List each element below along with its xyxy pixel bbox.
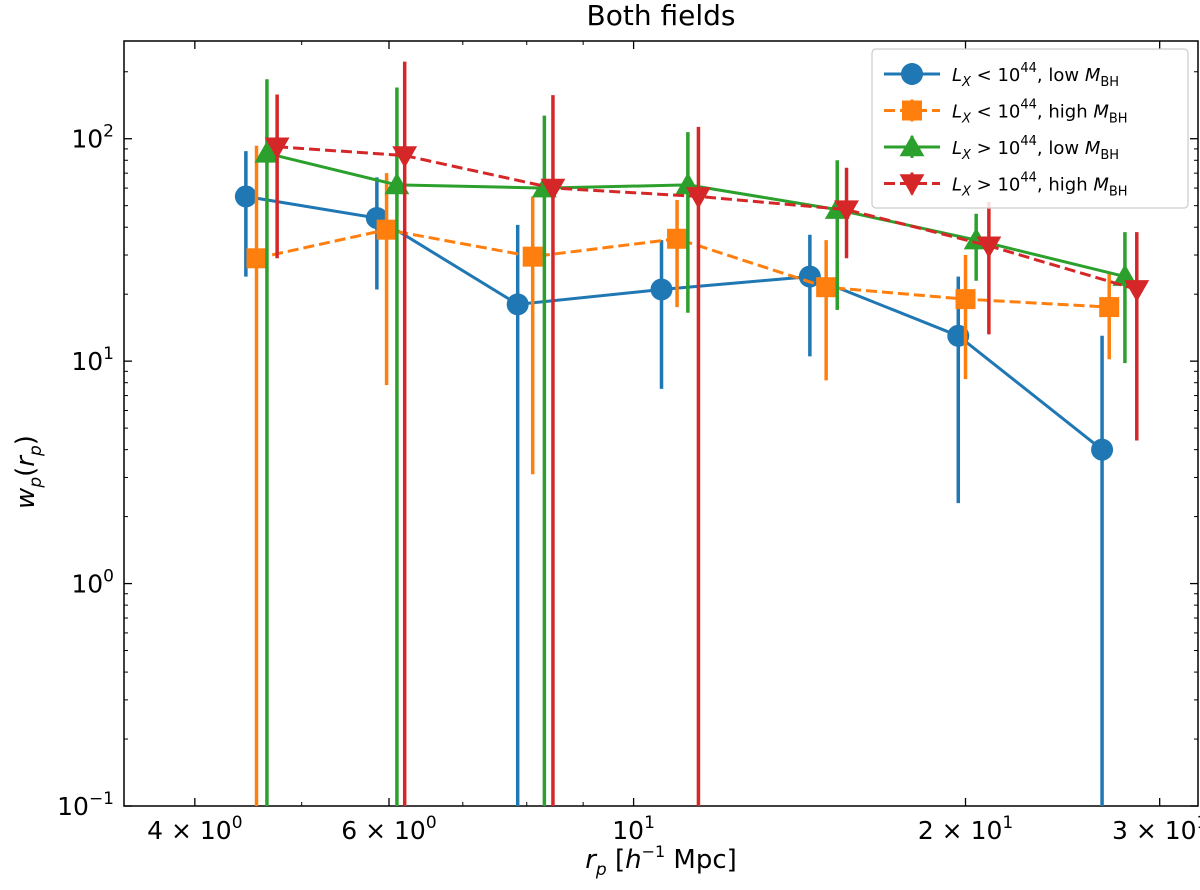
legend-label: LX > 1044, high MBH	[952, 171, 1128, 200]
legend-marker	[899, 134, 925, 157]
y-tick-label: 10−1	[57, 789, 114, 821]
data-point	[976, 236, 1002, 259]
data-point	[816, 277, 837, 298]
svg-text:wp(rp): wp(rp)	[11, 435, 46, 509]
legend-label: LX < 1044, low MBH	[952, 61, 1119, 90]
data-point	[522, 246, 543, 267]
legend-marker	[899, 174, 925, 196]
series-square	[246, 145, 1120, 806]
data-point	[234, 185, 257, 208]
data-point	[246, 248, 267, 269]
data-point	[955, 289, 976, 310]
series-triangle-up	[254, 79, 1138, 806]
data-point	[1099, 297, 1120, 318]
y-axis-label: wp(rp)	[11, 435, 46, 509]
data-point	[798, 265, 821, 288]
data-point	[254, 140, 280, 163]
data-point	[506, 293, 529, 316]
data-point	[1124, 280, 1150, 302]
legend-label: LX < 1044, high MBH	[952, 98, 1128, 127]
x-tick-label: 4 × 100	[147, 813, 242, 845]
x-tick-label: 6 × 100	[341, 813, 436, 845]
x-axis-label: rp [h−1 Mpc]	[585, 842, 737, 880]
data-point	[1091, 438, 1114, 461]
legend-entry: LX < 1044, high MBH	[884, 98, 1128, 127]
y-tick-label: 100	[71, 567, 114, 599]
data-point	[667, 228, 688, 249]
data-point	[540, 178, 566, 201]
x-tick-label: 101	[612, 813, 655, 845]
y-tick-label: 102	[71, 122, 114, 154]
legend-entry: LX > 1044, high MBH	[884, 171, 1128, 200]
data-point	[392, 146, 418, 168]
data-point	[686, 187, 711, 209]
legend-marker	[902, 100, 922, 121]
series-triangle-down	[264, 61, 1150, 806]
y-tick-label: 101	[71, 344, 114, 376]
data-point	[650, 278, 673, 301]
legend-entry: LX > 1044, low MBH	[884, 134, 1119, 163]
legend: LX < 1044, low MBH LX < 1044, high MBH LX …	[871, 48, 1189, 209]
data-point	[834, 200, 859, 223]
data-point	[264, 137, 290, 160]
axes: 4 × 100 6 × 100 101 2 × 101 3 × 101 10−1 100 10…	[57, 40, 1200, 845]
plot-frame	[123, 40, 1199, 807]
legend-marker	[901, 63, 923, 85]
legend-label: LX > 1044, low MBH	[952, 134, 1119, 163]
svg-text:rp [h−1 Mpc]: rp [h−1 Mpc]	[585, 842, 737, 880]
x-tick-label: 3 × 101	[1112, 813, 1200, 845]
legend-entry: LX < 1044, low MBH	[884, 61, 1119, 90]
x-tick-label: 2 × 101	[918, 813, 1013, 845]
data-point	[376, 219, 397, 240]
legend-box	[871, 48, 1189, 209]
chart-title: Both fields	[587, 0, 736, 32]
series-layer	[234, 61, 1150, 806]
